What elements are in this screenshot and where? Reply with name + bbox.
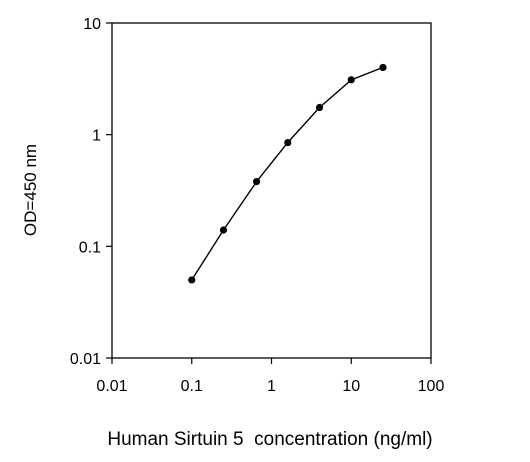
plot-area-frame [111,22,432,359]
y-axis-ticks: 0.01 0.1 1 10 [70,16,112,368]
x-axis-ticks: 0.01 0.1 1 10 100 [96,358,444,395]
data-point [315,103,324,112]
y-tick-label: 0.01 [70,351,101,368]
data-point [188,276,196,284]
x-tick-label: 1 [267,378,276,395]
y-tick-label: 0.1 [79,239,101,256]
x-tick-label: 100 [418,378,445,395]
x-tick-label: 0.01 [96,378,127,395]
x-axis-label: Human Sirtuin 5 concentration (ng/ml) [107,429,432,450]
series-line [191,66,384,281]
data-point [252,177,261,186]
y-tick-label: 10 [83,16,101,33]
x-tick-label: 0.1 [181,378,203,395]
data-point [347,76,355,84]
data-point [284,138,292,147]
y-axis-label: OD=450 nm [21,144,40,236]
data-series [188,63,387,284]
data-point [219,226,228,234]
x-tick-label: 10 [342,378,360,395]
data-point [379,63,387,72]
y-tick-label: 1 [92,128,101,145]
